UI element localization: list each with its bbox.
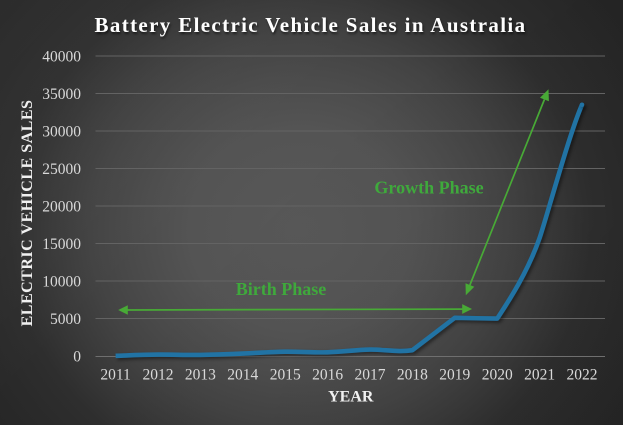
svg-text:2017: 2017 xyxy=(355,367,386,384)
svg-text:2014: 2014 xyxy=(227,367,258,384)
svg-text:ELECTRIC VEHICLE SALES: ELECTRIC VEHICLE SALES xyxy=(19,100,36,327)
svg-text:30000: 30000 xyxy=(42,123,81,140)
svg-text:2021: 2021 xyxy=(524,367,555,384)
svg-text:Birth Phase: Birth Phase xyxy=(236,279,327,299)
svg-text:Growth Phase: Growth Phase xyxy=(374,177,483,197)
svg-text:2022: 2022 xyxy=(567,367,598,384)
svg-text:2018: 2018 xyxy=(397,367,428,384)
svg-text:5000: 5000 xyxy=(50,311,81,328)
svg-text:YEAR: YEAR xyxy=(328,389,374,406)
svg-text:15000: 15000 xyxy=(42,236,81,253)
svg-text:35000: 35000 xyxy=(42,86,81,103)
svg-text:2013: 2013 xyxy=(185,367,216,384)
svg-text:Battery Electric Vehicle Sales: Battery Electric Vehicle Sales in Austra… xyxy=(95,13,527,37)
svg-text:2012: 2012 xyxy=(143,367,174,384)
svg-text:2019: 2019 xyxy=(439,367,470,384)
svg-text:2011: 2011 xyxy=(100,367,130,384)
svg-text:10000: 10000 xyxy=(42,273,81,290)
svg-text:25000: 25000 xyxy=(42,161,81,178)
svg-text:2015: 2015 xyxy=(270,367,301,384)
svg-text:20000: 20000 xyxy=(42,198,81,215)
svg-text:0: 0 xyxy=(73,348,81,365)
svg-text:40000: 40000 xyxy=(42,48,81,65)
svg-text:2016: 2016 xyxy=(312,367,343,384)
svg-text:2020: 2020 xyxy=(482,367,513,384)
